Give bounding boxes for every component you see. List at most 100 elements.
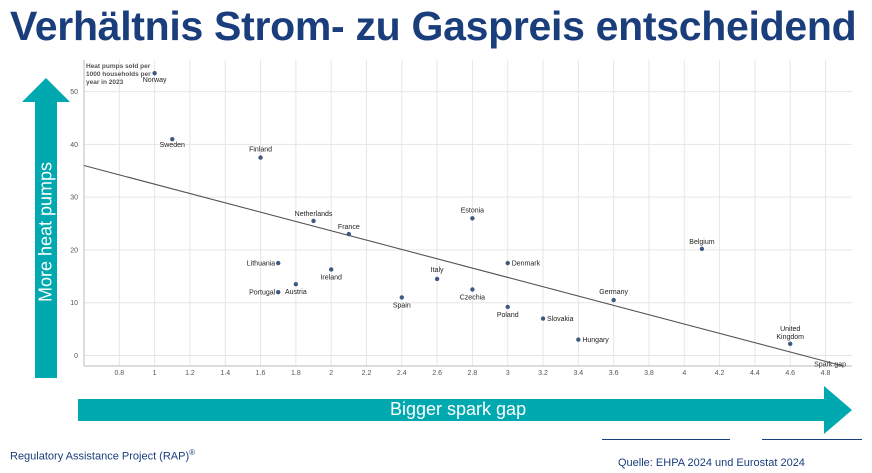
x-tick-label: 4.6 [785, 370, 795, 377]
point-marker [170, 136, 175, 142]
y-tick-label: 50 [70, 89, 78, 96]
point-marker [699, 246, 705, 252]
data-point: Spain [393, 295, 411, 309]
x-tick-label: 2.4 [397, 370, 407, 377]
y-tick-label: 20 [70, 247, 78, 254]
point-marker [152, 70, 157, 76]
point-marker [276, 289, 281, 295]
data-point: Portugal [249, 289, 281, 297]
point-marker [505, 304, 510, 310]
x-tick-label: 3.8 [644, 370, 654, 377]
x-tick-label: 1.8 [291, 370, 301, 377]
data-point: France [338, 224, 360, 237]
data-point: Denmark [505, 260, 541, 268]
data-point: Slovakia [540, 316, 574, 323]
y-tick-label: 30 [70, 195, 78, 202]
more-heat-pumps-label: More heat pumps [35, 161, 56, 303]
point-label: Finland [249, 147, 272, 154]
x-tick-label: 3.4 [573, 370, 583, 377]
point-label: Sweden [160, 142, 185, 149]
more-heat-pumps-arrow [22, 78, 70, 378]
footer-source: Quelle: EHPA 2024 und Eurostat 2024 [618, 457, 805, 469]
point-marker [276, 260, 281, 266]
point-label: Netherlands [295, 211, 333, 218]
point-label: Estonia [461, 207, 484, 214]
y-tick-label: 0 [74, 353, 78, 360]
point-marker [328, 267, 334, 272]
x-tick-label: 1.2 [185, 370, 195, 377]
data-points: Norway Sweden Finland Netherlands France Esto… [143, 70, 804, 347]
data-point: Netherlands [295, 211, 333, 224]
x-tick-label: 2.6 [432, 370, 442, 377]
page-title: Verhältnis Strom- zu Gaspreis entscheide… [10, 3, 857, 49]
x-tick-labels: 0.8 1 1.2 1.4 1.6 1.8 2 2.2 2.4 2.6 2.8 3 3.2 3.4 3.6 3… [114, 370, 830, 377]
x-tick-label: 3.2 [538, 370, 548, 377]
data-point: Germany [599, 289, 629, 303]
point-marker [505, 260, 510, 266]
data-point: Hungary [576, 337, 609, 344]
point-marker [346, 231, 352, 237]
x-tick-label: 3.6 [609, 370, 619, 377]
chart-axes [83, 60, 852, 367]
point-label: France [338, 224, 360, 231]
x-tick-label: 0.8 [114, 370, 124, 377]
point-label: Belgium [689, 239, 714, 246]
point-marker [611, 297, 616, 303]
footer-divider-right [762, 439, 862, 440]
data-point: Sweden [160, 136, 185, 149]
bigger-spark-gap-arrow [78, 386, 852, 434]
x-tick-label: 2.8 [468, 370, 478, 377]
data-point: Norway [143, 70, 167, 84]
point-label: Germany [599, 289, 628, 296]
point-label: Denmark [512, 261, 541, 268]
data-point: Poland [497, 304, 519, 319]
point-marker [434, 276, 440, 282]
point-label: Spain [393, 302, 411, 309]
point-marker [540, 316, 546, 321]
y-tick-labels: 0 10 20 30 40 50 [70, 89, 78, 360]
data-point: Finland [249, 147, 272, 160]
point-label: Ireland [320, 274, 342, 281]
point-label: Slovakia [547, 316, 574, 323]
point-label: Lithuania [247, 261, 276, 268]
x-tick-label: 2 [329, 370, 333, 377]
data-point: Lithuania [247, 261, 281, 268]
x-tick-label: 2.2 [362, 370, 372, 377]
data-point: Belgium [689, 239, 715, 252]
x-tick-label: 3 [506, 370, 510, 377]
point-marker [470, 216, 475, 221]
x-tick-label: 4.8 [821, 370, 831, 377]
x-tick-label: 4.2 [715, 370, 725, 377]
point-marker [470, 287, 475, 292]
data-point: United Kingdom [776, 326, 804, 347]
point-label: Hungary [582, 337, 609, 344]
point-label: United Kingdom [776, 326, 804, 341]
x-tick-label: 1.4 [220, 370, 230, 377]
point-label: Poland [497, 312, 519, 319]
point-label: Czechia [460, 295, 485, 302]
point-label: Austria [285, 289, 307, 296]
point-marker [311, 218, 316, 224]
x-tick-label: 1 [153, 370, 157, 377]
trend-line [83, 164, 844, 367]
y-axis-title: Heat pumps sold per 1000 households per … [86, 63, 152, 86]
x-tick-label: 1.6 [256, 370, 266, 377]
data-point: Czechia [460, 287, 485, 302]
data-point: Estonia [461, 207, 484, 221]
point-label: Italy [431, 267, 444, 274]
point-marker [258, 155, 263, 160]
footer-divider-left [602, 439, 730, 440]
point-marker [788, 341, 793, 347]
point-label: Norway [143, 77, 167, 84]
chart-grid [84, 60, 852, 366]
y-tick-label: 40 [70, 142, 78, 149]
point-marker [576, 337, 581, 342]
point-label: Portugal [249, 290, 276, 297]
data-point: Ireland [320, 267, 342, 281]
x-axis-title: Spark gap [814, 361, 846, 368]
x-tick-label: 4 [682, 370, 686, 377]
bigger-spark-gap-label: Bigger spark gap [390, 399, 527, 419]
point-marker [399, 295, 404, 300]
data-point: Italy [431, 267, 444, 282]
